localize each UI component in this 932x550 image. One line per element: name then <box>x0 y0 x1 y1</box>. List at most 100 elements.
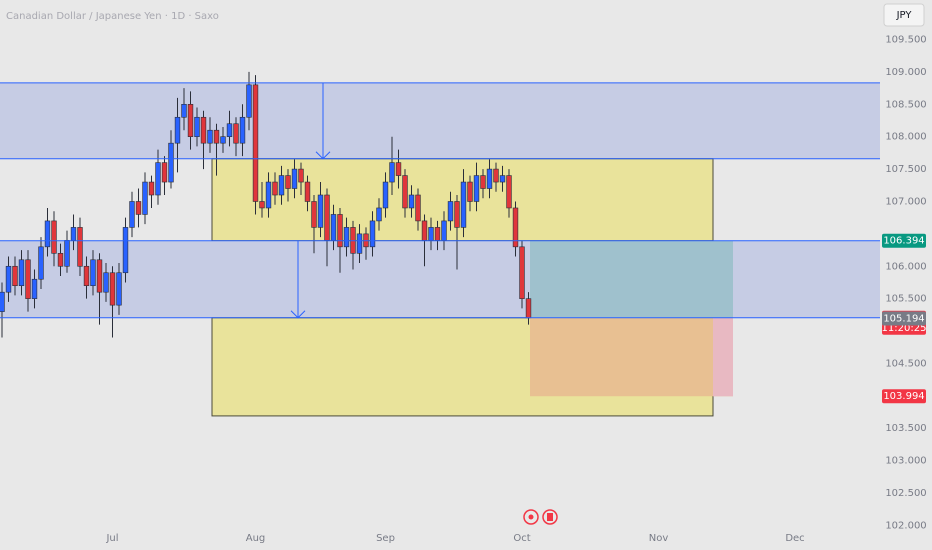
candle-body <box>330 214 337 241</box>
currency-button[interactable] <box>883 3 925 27</box>
candle-body <box>408 194 415 209</box>
candle-body <box>356 233 363 254</box>
candle-body <box>51 220 57 254</box>
candle-body <box>135 201 142 215</box>
x-tick-label: Jul <box>105 533 118 544</box>
candle-body <box>12 265 18 287</box>
price-label-box <box>882 389 926 404</box>
candle-body <box>421 220 428 241</box>
candle-body <box>148 181 155 196</box>
candle-body <box>428 227 434 241</box>
candle-body <box>252 84 259 202</box>
candle-body <box>434 227 441 241</box>
candle-body <box>480 175 486 189</box>
candle-body <box>70 227 77 241</box>
candle-body <box>447 201 454 222</box>
candle-body <box>155 162 161 196</box>
zone <box>0 82 880 159</box>
price-countdown: 11:20:25 <box>882 323 927 334</box>
candle-body <box>304 181 311 202</box>
candle-body <box>0 291 5 312</box>
zone <box>530 317 733 397</box>
candle-body <box>317 194 324 228</box>
price-label: 105.194 <box>883 313 924 324</box>
candle-body <box>103 272 109 293</box>
y-tick-label: 105.500 <box>885 294 926 305</box>
candle-body <box>239 116 246 144</box>
candle-body <box>220 136 226 144</box>
candle-body <box>259 201 265 209</box>
y-tick-label: 108.000 <box>885 132 926 143</box>
candle-body <box>343 227 350 248</box>
price-label: 103.994 <box>883 391 924 402</box>
x-tick-label: Oct <box>513 533 530 544</box>
candle-body <box>64 240 70 267</box>
candle-body <box>44 220 51 248</box>
stop-zone <box>713 317 733 397</box>
candle-body <box>246 84 252 118</box>
candle-body <box>187 104 194 137</box>
candle-body <box>90 259 96 287</box>
event-icon[interactable] <box>523 509 539 525</box>
candle-body <box>31 278 38 299</box>
candle-body <box>5 265 12 293</box>
candle-body <box>525 298 532 319</box>
candle-body <box>415 194 421 222</box>
candle-body <box>18 259 25 287</box>
candle-body <box>207 129 213 144</box>
candle-body <box>493 168 499 183</box>
candle-body <box>181 104 187 118</box>
candle-body <box>291 168 298 189</box>
candle-body <box>389 162 395 183</box>
candle-body <box>369 220 376 248</box>
candle-body <box>200 116 207 144</box>
chart-title: Canadian Dollar / Japanese Yen · 1D · Sa… <box>6 11 219 22</box>
y-tick-label: 107.500 <box>885 164 926 175</box>
candle-body <box>194 116 200 137</box>
candle-body <box>57 253 64 267</box>
candle-body <box>213 129 220 144</box>
y-tick-label: 103.000 <box>885 456 926 467</box>
candle-body <box>129 201 135 228</box>
currency-label: JPY <box>896 10 913 21</box>
candle-body <box>122 227 129 274</box>
candle-body <box>395 162 402 176</box>
candle-body <box>376 207 382 222</box>
event-icon-dot <box>528 514 534 520</box>
y-tick-label: 106.000 <box>885 261 926 272</box>
y-tick-label: 109.000 <box>885 67 926 78</box>
candle-body <box>486 168 493 189</box>
candle-body <box>467 181 473 202</box>
candle-body <box>499 175 506 183</box>
y-tick-label: 107.000 <box>885 196 926 207</box>
candle-body <box>142 181 148 215</box>
candle-body <box>174 116 181 144</box>
arrow-head <box>290 310 306 319</box>
x-tick-label: Nov <box>649 533 669 544</box>
candle-body <box>109 272 116 306</box>
candle-body <box>512 207 519 248</box>
candle-body <box>96 259 103 293</box>
candle-body <box>233 123 239 144</box>
arrow-head <box>315 151 331 160</box>
y-tick-label: 103.500 <box>885 423 926 434</box>
y-tick-label: 104.500 <box>885 358 926 369</box>
candle-body <box>272 181 278 196</box>
candle-body <box>77 227 83 267</box>
candle-body <box>285 175 291 189</box>
event-icon-flag <box>547 513 553 521</box>
candle-body <box>25 259 31 299</box>
event-icon[interactable] <box>542 509 558 525</box>
candle-body <box>265 181 272 209</box>
event-icons <box>523 509 558 525</box>
candle-body <box>298 168 304 183</box>
candles <box>0 71 532 338</box>
y-tick-label: 108.500 <box>885 99 926 110</box>
candle-body <box>473 175 480 202</box>
candle-body <box>311 201 317 228</box>
candle-body <box>441 220 447 241</box>
drawings <box>0 82 880 417</box>
candle-body <box>402 175 408 209</box>
candle-body <box>382 181 389 209</box>
